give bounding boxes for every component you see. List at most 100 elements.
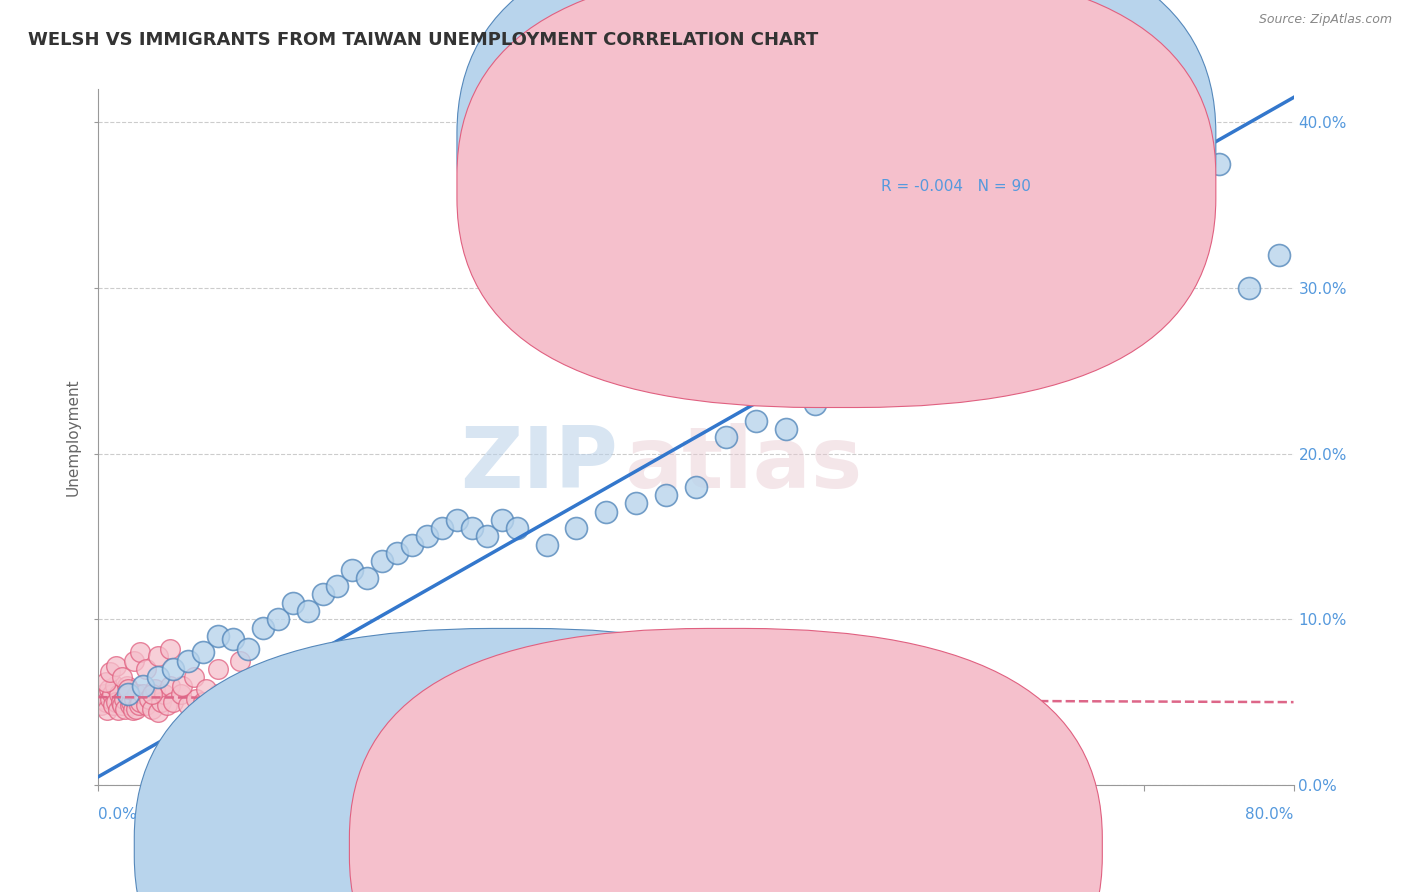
Point [595,691,617,706]
Point [127,687,149,701]
Point [177,698,200,713]
Point [342,563,364,577]
Point [105,658,128,673]
Point [252,698,274,713]
Point [114,702,136,716]
Point [401,695,423,709]
Point [117,687,139,701]
Point [156,698,179,713]
Point [124,691,146,706]
Point [311,698,333,713]
Point [326,691,349,706]
Point [581,695,603,709]
Point [94,675,117,690]
FancyBboxPatch shape [350,628,1102,892]
Point [159,642,181,657]
Point [229,654,252,668]
Point [121,703,143,717]
Point [195,681,218,696]
Point [191,695,214,709]
Point [342,702,364,716]
Point [111,670,134,684]
Point [536,538,558,552]
Point [128,698,150,713]
Point [267,612,290,626]
Point [430,698,453,713]
Point [100,665,122,680]
Point [135,662,157,676]
Point [1118,331,1140,345]
Point [148,670,170,684]
Point [371,554,394,568]
Point [207,629,229,643]
Point [252,621,274,635]
Point [416,529,439,543]
Point [775,422,797,436]
Point [117,681,139,696]
Point [96,703,118,717]
Point [207,662,229,676]
Point [141,687,163,701]
Point [141,702,163,716]
Point [135,698,157,713]
Point [1208,157,1230,171]
Point [385,679,409,693]
Point [107,703,129,717]
Point [326,579,349,593]
Point [103,698,125,713]
Point [259,670,281,684]
Point [162,662,184,676]
Point [1267,248,1289,262]
Text: Immigrants from Taiwan: Immigrants from Taiwan [756,837,941,852]
Point [236,702,259,716]
Point [984,297,1007,311]
Point [745,413,768,427]
Point [267,687,290,701]
Point [595,505,617,519]
Point [924,331,946,345]
Point [94,695,117,709]
Point [177,654,200,668]
FancyBboxPatch shape [457,0,1216,408]
Point [143,681,166,696]
Point [183,670,205,684]
FancyBboxPatch shape [779,110,1161,221]
Point [491,687,513,701]
Point [169,687,191,701]
Point [446,691,468,706]
Point [385,546,409,560]
Point [153,687,176,701]
Text: WELSH VS IMMIGRANTS FROM TAIWAN UNEMPLOYMENT CORRELATION CHART: WELSH VS IMMIGRANTS FROM TAIWAN UNEMPLOY… [28,31,818,49]
Text: R =   0.779   N = 50: R = 0.779 N = 50 [882,137,1035,153]
FancyBboxPatch shape [457,0,1216,366]
Point [281,596,304,610]
Point [297,687,319,701]
Point [311,587,333,601]
Point [610,695,633,709]
Point [371,705,394,719]
Point [118,698,141,713]
Point [110,695,132,709]
Text: atlas: atlas [624,424,862,507]
Text: R = -0.004   N = 90: R = -0.004 N = 90 [882,179,1031,194]
Point [129,645,152,659]
Point [1237,281,1260,295]
Point [91,691,114,706]
Point [132,687,155,701]
Point [319,679,342,693]
Point [506,521,529,535]
Point [191,645,214,659]
Point [430,521,453,535]
Point [536,702,558,716]
Point [356,571,378,585]
Point [124,654,146,668]
Point [894,347,917,361]
Point [132,679,155,693]
Point [1163,190,1185,204]
Point [115,679,138,693]
Point [125,702,148,716]
Y-axis label: Unemployment: Unemployment [66,378,82,496]
Point [236,642,259,657]
Point [475,698,498,713]
Point [565,687,588,701]
